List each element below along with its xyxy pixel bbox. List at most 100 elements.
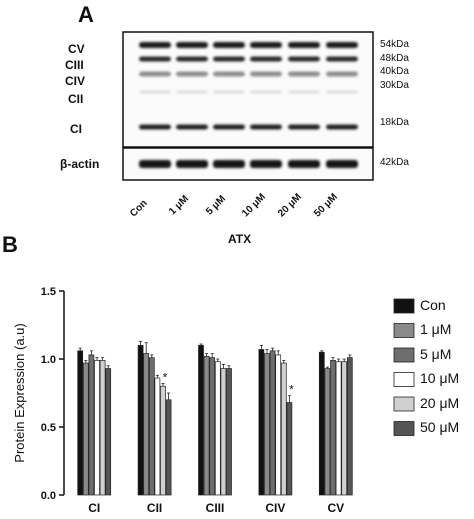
bar <box>226 368 232 496</box>
blot-band <box>288 90 320 94</box>
legend-swatch <box>393 347 415 363</box>
blot-band <box>213 56 245 62</box>
blot-band <box>139 124 171 130</box>
kda-label-54: 54kDa <box>380 39 409 50</box>
blot-band <box>326 90 358 94</box>
bar <box>137 345 144 496</box>
x-tick-label: CIV <box>265 501 285 515</box>
blot-band <box>250 56 282 62</box>
blot-band <box>213 90 245 94</box>
blot-band <box>326 124 358 130</box>
blot-band <box>176 71 208 77</box>
legend-label-20um: 20 μM <box>420 395 460 411</box>
bar <box>341 361 348 496</box>
blot-band <box>250 124 282 130</box>
bar <box>335 361 342 496</box>
band-label-ciii: CIII <box>65 58 84 72</box>
blot-band <box>139 71 171 77</box>
kda-label-actin: 42kDa <box>380 157 409 168</box>
bar <box>165 399 172 496</box>
bar <box>264 353 270 496</box>
band-label-ci: CI <box>70 122 82 136</box>
bar <box>214 361 221 496</box>
bar <box>203 355 210 496</box>
bar <box>280 362 287 496</box>
blot-band <box>139 56 171 62</box>
legend-swatch <box>393 396 415 412</box>
kda-label-40: 40kDa <box>380 66 409 77</box>
legend-label-10um: 10 μM <box>420 370 460 386</box>
legend-label-1um: 1 μM <box>420 321 452 337</box>
blot-band <box>213 124 245 130</box>
bar <box>318 351 325 496</box>
bar <box>88 354 95 496</box>
bar <box>99 360 106 496</box>
significance-mark: * <box>289 383 294 397</box>
band-label-civ: CIV <box>65 74 86 88</box>
y-tick-label: 0.0 <box>41 490 56 502</box>
bar <box>148 357 155 496</box>
blot-band <box>250 90 282 94</box>
bar <box>346 357 353 496</box>
legend-label-50um: 50 μM <box>420 419 460 435</box>
blot-band <box>250 71 282 77</box>
actin-band <box>288 160 320 168</box>
actin-band <box>176 160 208 168</box>
bar <box>209 357 216 496</box>
blot-band <box>250 42 282 48</box>
actin-band <box>326 160 358 168</box>
panel-a-letter: A <box>78 2 94 27</box>
blot-band <box>288 71 320 77</box>
y-tick-label: 1.0 <box>41 354 56 366</box>
kda-label-18: 18kDa <box>380 117 409 128</box>
band-label-cii: CII <box>68 92 84 106</box>
kda-label-30: 30kDa <box>380 80 409 91</box>
bar <box>220 368 227 496</box>
blot-band <box>139 42 171 48</box>
legend-swatch <box>393 298 415 314</box>
blot-band <box>288 124 320 130</box>
bar <box>154 377 161 496</box>
y-tick-label: 1.5 <box>41 286 56 298</box>
blot-band <box>288 56 320 62</box>
bar <box>324 368 331 496</box>
bar <box>330 360 336 496</box>
legend-swatch <box>393 421 415 436</box>
bar <box>94 360 100 496</box>
bar <box>82 362 89 496</box>
bar <box>77 350 84 496</box>
bar <box>258 349 265 496</box>
actin-label: β-actin <box>60 157 100 171</box>
y-tick-label: 0.5 <box>41 422 56 434</box>
actin-band <box>250 160 282 168</box>
bar <box>269 350 276 496</box>
bar <box>105 368 112 496</box>
blot-band <box>176 124 208 130</box>
panel-b-letter: B <box>2 232 18 257</box>
legend-swatch <box>393 323 415 338</box>
kda-label-48: 48kDa <box>380 53 409 64</box>
bar <box>143 353 150 496</box>
blot-band <box>326 71 358 77</box>
y-axis-label: Protein Expression (a.u) <box>12 323 27 462</box>
bar <box>198 345 204 496</box>
bar <box>275 354 282 496</box>
bar <box>160 385 166 496</box>
blot-band <box>288 42 320 48</box>
band-label-cv: CV <box>68 42 85 56</box>
bar <box>286 402 293 496</box>
treatment-label: ATX <box>228 232 252 246</box>
x-tick-label: CII <box>147 501 162 515</box>
legend-label-con: Con <box>420 297 446 313</box>
legend-swatch <box>393 372 415 387</box>
significance-mark: * <box>163 370 168 384</box>
x-tick-label: CIII <box>206 501 225 515</box>
legend-label-5um: 5 μM <box>420 346 452 362</box>
blot-band <box>176 42 208 48</box>
western-blot <box>122 31 374 181</box>
blot-band <box>326 56 358 62</box>
actin-band <box>139 160 171 168</box>
x-tick-label: CI <box>88 501 100 515</box>
blot-band <box>176 56 208 62</box>
